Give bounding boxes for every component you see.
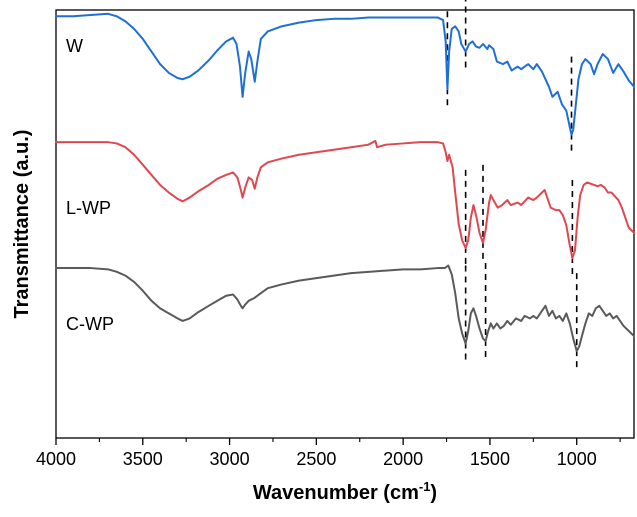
- series-label-w: W: [66, 36, 83, 56]
- x-axis-title-superscript: -1: [419, 479, 431, 494]
- x-tick-label: 4000: [36, 449, 76, 469]
- x-axis-title: Wavenumber (cm-1): [253, 479, 437, 504]
- series-label-l-wp: L-WP: [66, 198, 111, 218]
- x-axis: 4000 3500 3000 2500 2000 1500 1000: [36, 438, 621, 469]
- series-lines: [55, 12, 635, 353]
- x-tick-label: 2500: [296, 449, 336, 469]
- series-line-w: [55, 12, 635, 136]
- x-tick-label: 3000: [210, 449, 250, 469]
- y-axis-title: Transmittance (a.u.): [11, 130, 33, 319]
- series-labels: W L-WP C-WP: [66, 36, 114, 334]
- x-axis-title-main: Wavenumber (cm: [253, 482, 419, 504]
- x-tick-label: 1500: [470, 449, 510, 469]
- reference-lines: [446, 0, 578, 371]
- series-line-l-wp: [55, 139, 635, 259]
- x-tick-label: 1000: [557, 449, 597, 469]
- x-tick-label: 3500: [123, 449, 163, 469]
- series-line-c-wp: [55, 264, 635, 353]
- series-label-c-wp: C-WP: [66, 314, 114, 334]
- x-axis-title-close: ): [430, 482, 437, 504]
- plot-frame: [55, 9, 635, 439]
- x-tick-label: 2000: [383, 449, 423, 469]
